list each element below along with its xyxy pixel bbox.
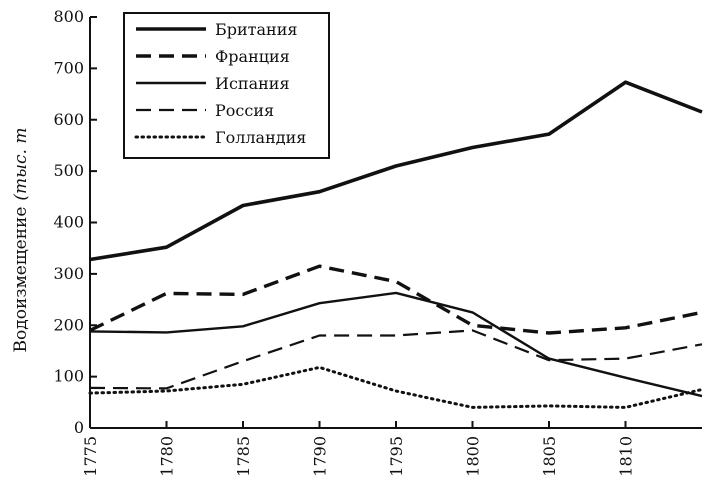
x-tick-label: 1795 — [387, 436, 406, 477]
series-line — [89, 80, 703, 262]
legend: Британия Франция Испания Россия Голландия — [123, 12, 330, 159]
x-tick-label: 1810 — [617, 436, 636, 477]
y-tick-label: 700 — [53, 58, 84, 77]
legend-label: Франция — [215, 47, 290, 66]
y-tick-label: 800 — [53, 7, 84, 26]
x-tick-label: 1790 — [311, 436, 330, 477]
legend-box — [123, 12, 330, 159]
x-tick-label: 1775 — [81, 436, 100, 477]
x-tick-label: 1780 — [158, 436, 177, 477]
x-tick-label: 1805 — [540, 436, 559, 477]
x-tick-label: 1800 — [464, 436, 483, 477]
series-line — [88, 365, 704, 409]
series-line — [89, 291, 703, 398]
y-tick-label: 600 — [53, 110, 84, 129]
y-axis-label: Водоизмещение (тыс. т — [11, 128, 31, 353]
y-axis-label-unit: (тыс. т — [11, 128, 31, 201]
series-lines — [88, 80, 704, 409]
y-axis-label-main: Водоизмещение — [11, 207, 31, 353]
legend-label: Россия — [215, 101, 274, 120]
y-tick-label: 100 — [53, 367, 84, 386]
y-tick-label: 0 — [74, 418, 84, 437]
x-tick-label: 1785 — [234, 436, 253, 477]
y-tick-label: 500 — [53, 161, 84, 180]
y-tick-label: 300 — [53, 264, 84, 283]
legend-label: Британия — [215, 20, 297, 39]
series-line — [89, 264, 703, 335]
axes: 0 100 200 300 400 500 600 700 800 1775 1780 1785 179… — [53, 7, 702, 477]
y-tick-label: 400 — [53, 213, 84, 232]
series-line — [89, 329, 703, 390]
legend-label: Голландия — [215, 128, 306, 147]
y-tick-label: 200 — [53, 315, 84, 334]
legend-label: Испания — [215, 74, 290, 93]
